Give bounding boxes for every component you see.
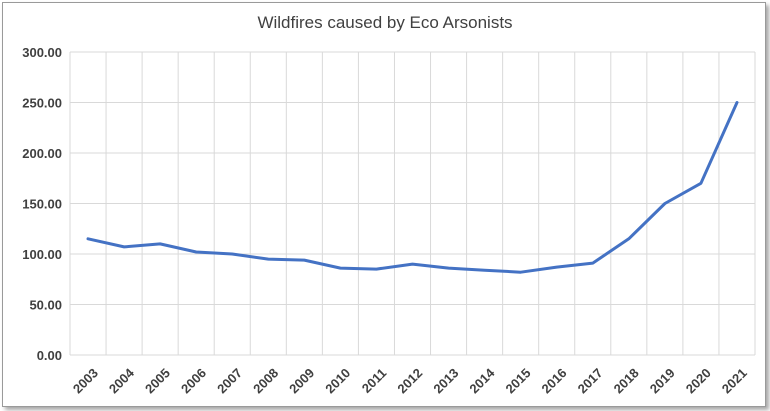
x-tick-label: 2003	[70, 365, 101, 396]
x-tick-label: 2016	[539, 365, 570, 396]
chart-title: Wildfires caused by Eco Arsonists	[257, 13, 512, 32]
y-tick-label: 200.00	[22, 146, 62, 161]
y-gridlines	[70, 51, 755, 356]
x-tick-label: 2014	[466, 365, 498, 397]
x-tick-label: 2020	[683, 365, 714, 396]
x-tick-label: 2021	[719, 365, 750, 396]
x-tick-label: 2018	[611, 365, 642, 396]
y-tick-label: 300.00	[22, 45, 62, 60]
x-tick-label: 2019	[647, 365, 678, 396]
x-tick-label: 2005	[142, 365, 173, 396]
y-tick-label: 150.00	[22, 197, 62, 212]
x-axis-ticks: 2003 2004 2005 2006 2007 2008 2009 2010 2011 2012…	[70, 365, 750, 397]
x-tick-label: 2017	[575, 365, 606, 396]
x-tick-label: 2013	[430, 365, 461, 396]
x-tick-label: 2008	[250, 365, 281, 396]
y-tick-label: 0.00	[37, 348, 62, 363]
chart-frame	[2, 2, 766, 407]
x-tick-label: 2009	[286, 365, 317, 396]
x-tick-label: 2004	[106, 365, 138, 397]
y-tick-label: 100.00	[22, 247, 62, 262]
x-tick-label: 2015	[503, 365, 534, 396]
x-gridlines	[69, 52, 756, 355]
series-line	[86, 101, 739, 274]
x-tick-label: 2011	[359, 365, 390, 396]
x-tick-label: 2012	[394, 365, 425, 396]
x-tick-label: 2010	[322, 365, 353, 396]
y-tick-label: 50.00	[29, 298, 62, 313]
series-layer	[86, 101, 739, 274]
x-tick-label: 2007	[214, 365, 245, 396]
y-tick-label: 250.00	[22, 96, 62, 111]
y-axis-ticks: 0.00 50.00 100.00 150.00 200.00 250.00 300.00	[22, 45, 62, 363]
x-tick-label: 2006	[178, 365, 209, 396]
